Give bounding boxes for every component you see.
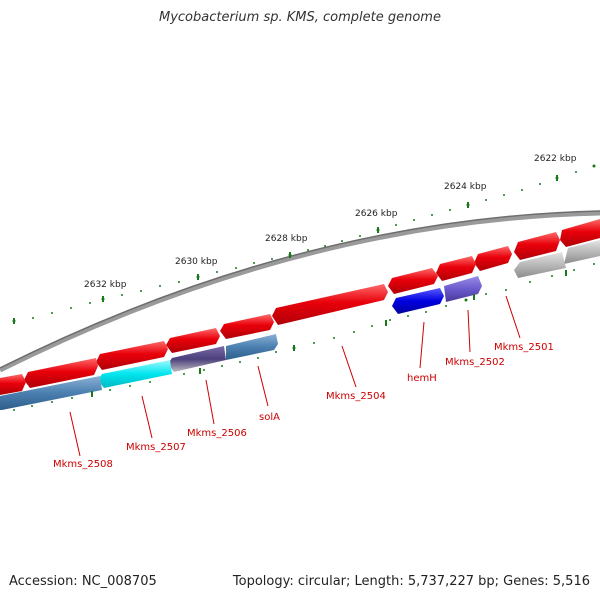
tick-label-2628: 2628 kbp [265, 234, 308, 244]
tick-label-2632: 2632 kbp [84, 280, 127, 290]
gene-feature-pseudo[interactable] [564, 240, 600, 264]
label-leaders [69, 295, 521, 457]
gene-feature-forward[interactable] [272, 284, 388, 325]
gene-feature-forward[interactable] [436, 256, 476, 281]
gene-feature-mkms-2502[interactable] [444, 276, 482, 302]
gene-feature-forward[interactable] [474, 246, 512, 271]
gene-label-mkms-2502[interactable]: Mkms_2502 [445, 357, 505, 368]
gene-feature-mkms-2507[interactable] [98, 360, 172, 388]
gene-feature-forward[interactable] [24, 358, 98, 388]
gene-feature-forward[interactable] [166, 328, 220, 353]
gene-label-mkms-2508[interactable]: Mkms_2508 [53, 459, 113, 470]
genome-backbone-highlight [0, 210, 600, 369]
gene-feature-mkms-2508[interactable] [0, 376, 102, 410]
gene-label-mkms-2504[interactable]: Mkms_2504 [326, 391, 386, 402]
gene-feature-forward[interactable] [514, 232, 560, 260]
gene-feature-forward[interactable] [0, 374, 26, 395]
gene-feature-forward[interactable] [96, 341, 168, 370]
gene-label-solA[interactable]: solA [259, 412, 280, 423]
forward-strand [0, 219, 600, 395]
tick-label-2624: 2624 kbp [444, 182, 487, 192]
gene-feature-forward[interactable] [388, 268, 438, 294]
accession-text: Accession: NC_008705 [9, 574, 157, 589]
inner-scale-dots [13, 263, 595, 411]
gene-feature-pseudo[interactable] [514, 252, 566, 278]
tick-label-2626: 2626 kbp [355, 209, 398, 219]
gene-label-mkms-2501[interactable]: Mkms_2501 [494, 342, 554, 353]
tick-label-2622: 2622 kbp [534, 154, 577, 164]
gene-label-hemH[interactable]: hemH [407, 373, 437, 384]
scale-ticks [13, 175, 558, 324]
gene-feature-forward[interactable] [220, 314, 274, 339]
reverse-strand [0, 240, 600, 410]
gene-feature-mkms-2506[interactable] [168, 346, 226, 372]
genome-backbone [0, 210, 600, 373]
gene-label-mkms-2506[interactable]: Mkms_2506 [187, 428, 247, 439]
map-title: Mycobacterium sp. KMS, complete genome [159, 10, 441, 25]
inner-scale-ticks [91, 270, 567, 397]
gene-label-mkms-2507[interactable]: Mkms_2507 [126, 442, 186, 453]
tick-label-2630: 2630 kbp [175, 257, 218, 267]
gene-feature-solA[interactable] [226, 334, 278, 360]
gene-feature-forward[interactable] [560, 219, 600, 247]
gene-feature-hemH[interactable] [392, 288, 444, 314]
genome-summary-text: Topology: circular; Length: 5,737,227 bp… [232, 574, 590, 589]
